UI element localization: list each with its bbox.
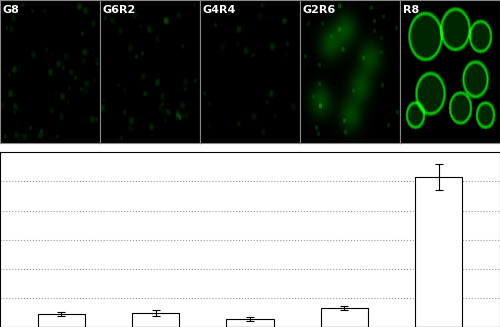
Text: G2R6: G2R6: [302, 5, 336, 15]
Text: G6R2: G6R2: [102, 5, 136, 15]
Bar: [226, 319, 274, 327]
Text: R8: R8: [402, 5, 419, 15]
Bar: [321, 308, 368, 327]
Text: G4R4: G4R4: [202, 5, 236, 15]
Bar: [132, 313, 179, 327]
Bar: [38, 314, 85, 327]
Bar: [415, 177, 463, 327]
Text: G8: G8: [2, 5, 20, 15]
